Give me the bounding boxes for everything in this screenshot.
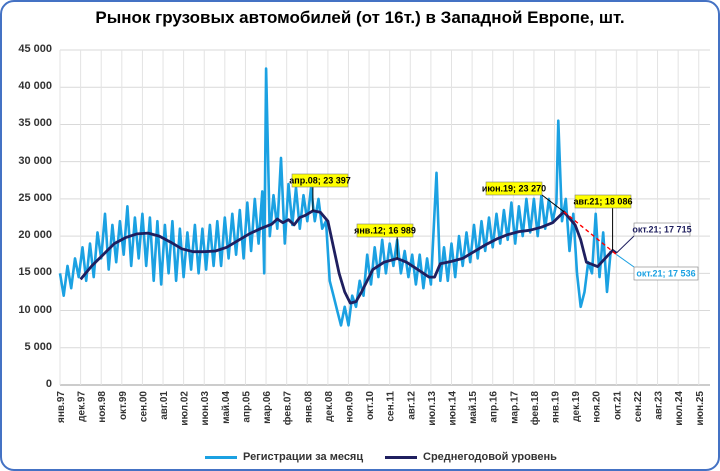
annotation-label: окт.21; 17 715 <box>632 225 691 235</box>
annotation-box <box>633 266 699 281</box>
x-tick-label: мар.06 <box>262 391 273 424</box>
annotation-box <box>485 181 543 196</box>
annotation-callout: окт.21; 17 715 <box>615 222 692 254</box>
series-line-monthly <box>58 67 612 327</box>
x-tick-label: ноя.20 <box>592 391 603 423</box>
annotation-callout: авг.21; 18 086 <box>574 194 633 251</box>
x-tick-label: янв.19 <box>551 391 562 423</box>
x-tick-label: авг.12 <box>406 391 417 420</box>
x-tick-label: сен.00 <box>138 391 149 423</box>
y-tick-label: 35 000 <box>18 117 52 130</box>
x-tick-label: дек.08 <box>324 391 335 422</box>
legend-item-annual: Среднегодовой уровень <box>385 449 557 465</box>
annotation-callout: янв.12; 16 989 <box>354 223 416 259</box>
x-tick-label: авг.23 <box>654 391 665 420</box>
x-tick-label: окт.99 <box>118 391 129 420</box>
y-tick-label: 30 000 <box>18 154 52 167</box>
y-tick-label: 15 000 <box>18 266 52 279</box>
x-tick-label: июн.25 <box>695 391 706 426</box>
legend-label-annual: Среднегодовой уровень <box>423 451 557 463</box>
legend-swatch-monthly <box>205 455 237 459</box>
annotation-label: окт.21; 17 536 <box>636 269 695 279</box>
series-line-annual <box>79 209 618 305</box>
y-tick-label: 0 <box>45 378 52 390</box>
annotation-box <box>574 194 632 209</box>
x-tick-label: янв.08 <box>303 391 314 423</box>
y-tick-label: 5 000 <box>24 340 52 353</box>
x-tick-label: июн.03 <box>200 391 211 426</box>
annotation-box <box>633 222 691 237</box>
legend: Регистрации за месяц Среднегодовой урове… <box>2 449 718 465</box>
x-tick-label: окт.21 <box>612 391 623 420</box>
chart-title: Рынок грузовых автомобилей (от 16т.) в З… <box>95 8 625 27</box>
x-tick-label: апр.05 <box>241 391 252 423</box>
y-tick-label: 40 000 <box>18 80 52 93</box>
x-tick-label: апр.16 <box>489 391 500 423</box>
y-tick-label: 45 000 <box>18 43 52 55</box>
annotation-box <box>356 223 414 238</box>
annotation-leader <box>616 254 635 268</box>
annotation-leader <box>615 235 635 254</box>
x-tick-label: окт.10 <box>365 391 376 420</box>
x-tick-label: сен.11 <box>386 391 397 422</box>
annotation-callout: окт.21; 17 536 <box>616 254 699 281</box>
annotation-box <box>291 173 349 188</box>
legend-label-monthly: Регистрации за месяц <box>243 451 364 463</box>
y-tick-label: 20 000 <box>18 229 52 242</box>
annotation-label: янв.12; 16 989 <box>354 226 416 236</box>
annotation-leader <box>541 194 565 213</box>
x-tick-label: июн.14 <box>447 391 458 426</box>
x-tick-label: дек.19 <box>571 391 582 422</box>
x-tick-label: авг.01 <box>159 391 170 420</box>
x-tick-label: май.04 <box>221 391 232 424</box>
x-tick-label: дек.97 <box>77 391 88 422</box>
annotation-callout: июн.19; 23 270 <box>482 181 565 213</box>
x-tick-label: ноя.98 <box>97 391 108 423</box>
x-tick-label: сен.22 <box>633 391 644 423</box>
legend-item-monthly: Регистрации за месяц <box>205 449 363 465</box>
x-tick-label: янв.97 <box>56 391 67 423</box>
y-tick-label: 10 000 <box>18 303 52 316</box>
annotation-callout: апр.08; 23 397 <box>289 173 351 211</box>
annotation-label: апр.08; 23 397 <box>289 176 350 186</box>
x-tick-label: май.15 <box>468 391 479 424</box>
annotation-label: июн.19; 23 270 <box>482 184 546 194</box>
x-tick-label: ноя.09 <box>344 391 355 423</box>
y-tick-label: 25 000 <box>18 191 52 204</box>
legend-swatch-annual <box>385 455 417 459</box>
x-tick-label: июл.13 <box>427 391 438 426</box>
trend-line <box>563 211 617 255</box>
x-tick-label: фев.07 <box>282 391 294 426</box>
x-tick-label: фев.18 <box>529 391 541 426</box>
x-tick-label: июл.24 <box>674 391 685 426</box>
x-tick-label: июл.02 <box>180 391 191 426</box>
annotation-label: авг.21; 18 086 <box>574 197 633 207</box>
x-tick-label: мар.17 <box>509 391 520 424</box>
